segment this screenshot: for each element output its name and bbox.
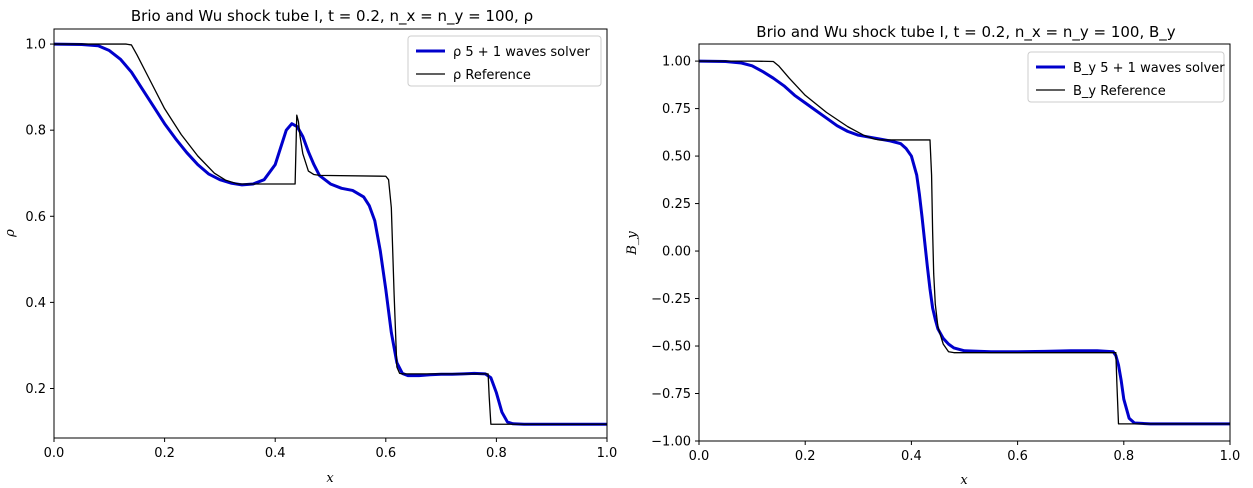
chart-rho: Brio and Wu shock tube I, t = 0.2, n_x =… (3, 7, 617, 486)
y-tick-label: −0.50 (651, 340, 691, 355)
series-group-rho (53, 42, 607, 426)
plot-frame-rho (53, 28, 608, 439)
series-line-rho-solver (53, 42, 607, 426)
x-tick-label: 0.8 (1113, 449, 1134, 464)
y-tick-label: 0.8 (25, 124, 46, 139)
legend-box-rho (407, 35, 602, 87)
x-tick-label: 0.0 (44, 446, 65, 461)
x-tick-label: 1.0 (597, 446, 618, 461)
legend-label-rho-reference: ρ Reference (453, 68, 531, 83)
chart-title-rho: Brio and Wu shock tube I, t = 0.2, n_x =… (131, 7, 533, 26)
plot-frame-by (698, 43, 1231, 442)
x-tick-label: 0.0 (689, 449, 710, 464)
y-tick-label: 1.0 (25, 38, 46, 53)
y-tick-label: 0.50 (662, 150, 691, 165)
legend-box-by (1027, 51, 1225, 103)
x-tick-label: 0.4 (265, 446, 286, 461)
series-line-by-reference (699, 60, 1230, 425)
x-tick-label: 0.8 (486, 446, 507, 461)
x-tick-label: 0.2 (795, 449, 816, 464)
x-tick-label: 0.2 (154, 446, 175, 461)
series-line-rho-reference (54, 43, 607, 425)
legend-label-rho-solver: ρ 5 + 1 waves solver (453, 45, 590, 60)
tick-group-by: 0.0 0.2 0.4 0.6 0.8 1.0 1.00 0.75 0.50 0.25 0.00 −0… (651, 55, 1240, 464)
y-tick-label: 1.00 (662, 55, 691, 70)
y-axis-label-by: B_y (625, 231, 640, 256)
legend-by: B_y 5 + 1 waves solver B_y Reference (1027, 51, 1225, 103)
y-tick-label: 0.6 (25, 210, 46, 225)
y-tick-label: 0.4 (25, 296, 46, 311)
x-tick-label: 1.0 (1220, 449, 1241, 464)
y-tick-label: 0.75 (662, 102, 691, 117)
y-tick-label: −1.00 (651, 435, 691, 450)
series-line-by-solver (698, 59, 1230, 426)
y-tick-label: −0.25 (651, 292, 691, 307)
x-tick-label: 0.4 (901, 449, 922, 464)
x-tick-label: 0.6 (375, 446, 396, 461)
legend-label-by-solver: B_y 5 + 1 waves solver (1073, 61, 1225, 76)
tick-group-rho: 0.0 0.2 0.4 0.6 0.8 1.0 0.2 0.4 0.6 0.8 1.0 (25, 38, 617, 461)
y-tick-label: 0.25 (662, 197, 691, 212)
chart-by: Brio and Wu shock tube I, t = 0.2, n_x =… (625, 23, 1240, 488)
legend-rho: ρ 5 + 1 waves solver ρ Reference (407, 35, 602, 87)
y-tick-label: 0.2 (25, 382, 46, 397)
y-tick-label: −0.75 (651, 387, 691, 402)
x-axis-label-by: x (960, 473, 968, 488)
legend-label-by-reference: B_y Reference (1073, 84, 1166, 99)
y-tick-label: 0.00 (662, 245, 691, 260)
chart-title-by: Brio and Wu shock tube I, t = 0.2, n_x =… (756, 23, 1176, 42)
y-axis-label-rho: ρ (3, 229, 18, 238)
x-axis-label-rho: x (326, 471, 334, 486)
x-tick-label: 0.6 (1007, 449, 1028, 464)
series-group-by (698, 59, 1230, 426)
